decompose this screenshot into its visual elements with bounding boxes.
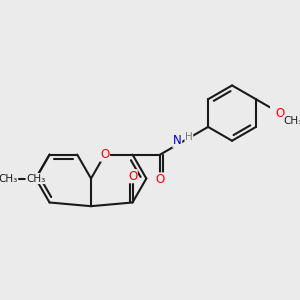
Text: O: O — [100, 148, 110, 161]
Text: CH₃: CH₃ — [26, 173, 45, 184]
Text: O: O — [275, 106, 285, 120]
Text: N: N — [173, 134, 182, 147]
Text: CH₃: CH₃ — [0, 173, 18, 184]
Text: O: O — [128, 170, 137, 183]
Text: CH₃: CH₃ — [284, 116, 300, 126]
Text: H: H — [185, 132, 193, 142]
Text: O: O — [156, 173, 165, 186]
